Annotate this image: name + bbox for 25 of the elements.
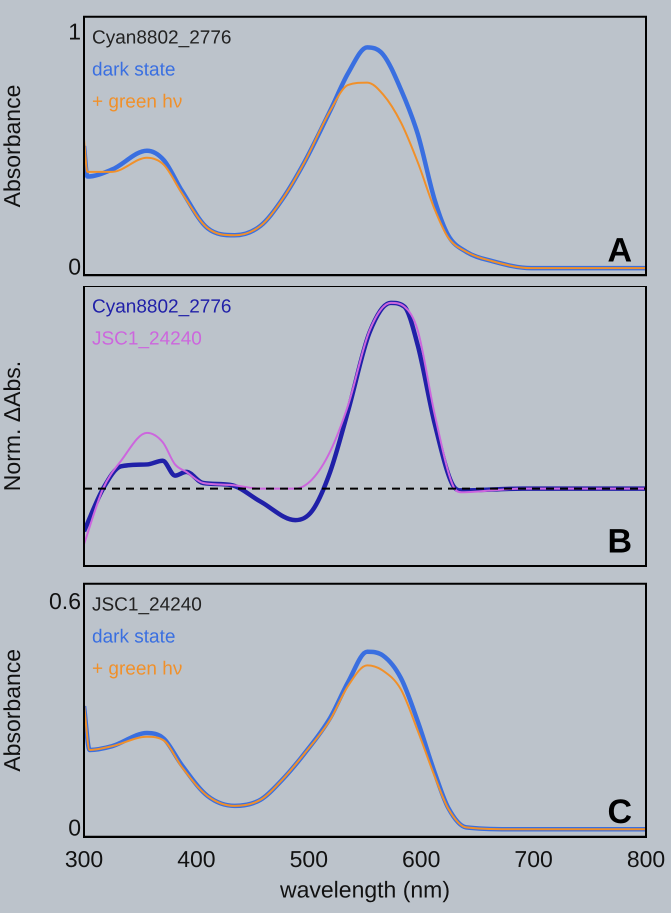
x-tick-label: 400 bbox=[177, 846, 216, 872]
text: JSC1_24240 bbox=[92, 328, 202, 350]
y-tick-label: 0.6 bbox=[49, 588, 81, 614]
series-label: + green hν bbox=[92, 658, 182, 680]
text: Cyan8802_2776 bbox=[92, 28, 232, 49]
text: dark state bbox=[92, 626, 176, 648]
x-tick-label: 700 bbox=[514, 846, 553, 872]
x-tick-label: 500 bbox=[290, 846, 328, 872]
annotation: C bbox=[607, 793, 632, 832]
x-tick-label: 300 bbox=[64, 846, 104, 872]
y-tick-label: 0 bbox=[68, 253, 81, 280]
series-label: + green hν bbox=[92, 92, 182, 113]
y-axis-title: Absorbance bbox=[0, 648, 26, 772]
y-tick-label: 1 bbox=[68, 18, 81, 45]
text: Cyan8802_2776 bbox=[92, 296, 232, 318]
y-axis-title: Absorbance bbox=[0, 84, 26, 208]
annotation: A bbox=[607, 232, 632, 270]
y-tick-label: 0 bbox=[68, 814, 81, 841]
text: dark state bbox=[92, 60, 176, 81]
x-axis-title: wavelength (nm) bbox=[278, 876, 450, 903]
annotation: B bbox=[607, 522, 632, 560]
x-tick-label: 800 bbox=[626, 846, 666, 872]
text: JSC1_24240 bbox=[92, 594, 202, 616]
y-axis-title: Norm. ΔAbs. bbox=[0, 360, 26, 492]
x-tick-label: 600 bbox=[402, 846, 440, 872]
